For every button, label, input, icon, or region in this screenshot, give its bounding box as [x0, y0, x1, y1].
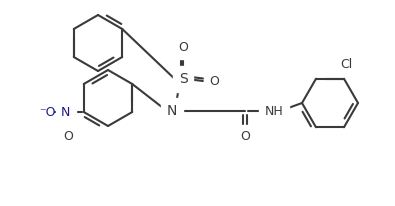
Text: NH: NH [265, 104, 283, 117]
Text: O: O [240, 130, 250, 144]
Text: N: N [167, 104, 177, 118]
Text: O: O [63, 130, 73, 144]
Text: •: • [68, 103, 74, 113]
Text: Cl: Cl [340, 58, 352, 71]
Text: O: O [209, 75, 219, 88]
Text: S: S [179, 72, 187, 86]
Text: N: N [61, 105, 70, 118]
Text: ⁻O: ⁻O [40, 105, 56, 118]
Text: O: O [178, 41, 188, 54]
